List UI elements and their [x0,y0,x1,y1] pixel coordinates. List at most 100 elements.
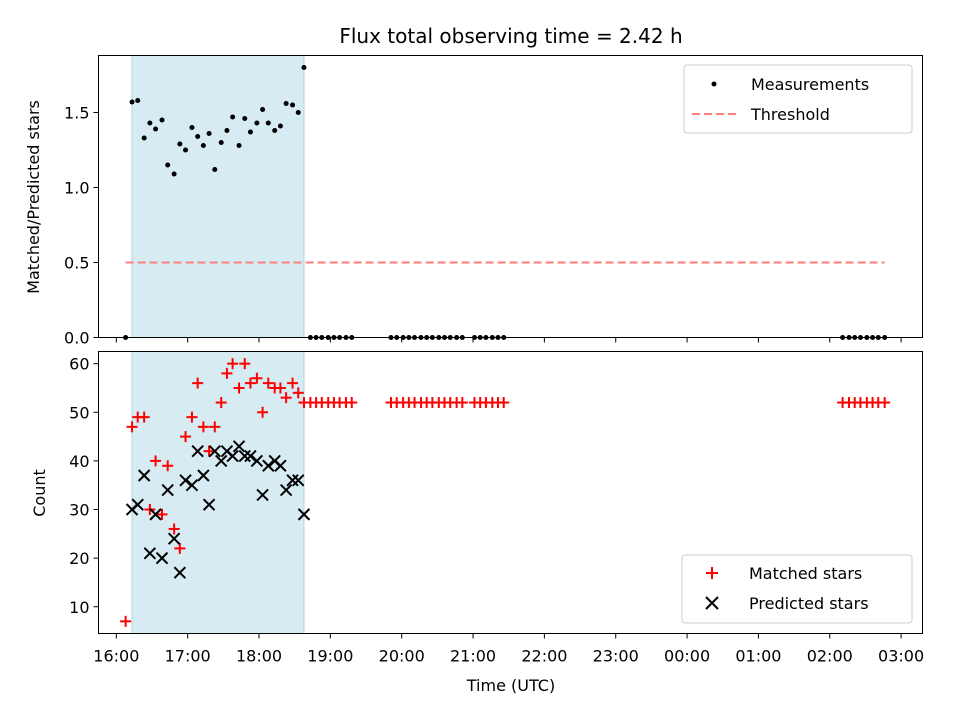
measurement-point [177,141,183,147]
marker-stroke [215,454,228,468]
predicted-stars-series [125,440,311,579]
marker-stroke [167,532,181,545]
predicted-star-point [202,498,216,511]
measurement-point [230,114,236,120]
measurement-point [218,140,224,145]
marker-stroke [185,478,199,492]
predicted-star-point [167,532,181,545]
matched-star-point [192,377,204,389]
predicted-star-point [137,469,151,482]
marker-stroke [250,454,264,468]
legend-measurements-label: Measurements [751,75,869,94]
marker-stroke [232,440,246,453]
measurement-point [272,128,278,133]
y-tick-label: 1.0 [64,179,89,198]
matched-star-point [233,382,245,394]
marker-stroke [292,474,305,487]
measurement-point [189,125,195,130]
matched-star-point [126,421,138,433]
x-tick-label: 03:00 [878,647,924,666]
marker-stroke [297,508,311,521]
measurement-point [165,162,171,168]
y-tick-label: 40 [69,452,89,471]
measurement-point [200,143,206,148]
measurement-point [183,147,189,153]
top-plot-frame [98,55,923,338]
predicted-star-point [208,444,221,458]
bottom-x-axis: 16:00 17:00 18:00 19:00 20:00 21:00 22:00 23:00… [93,633,924,666]
predicted-star-point [238,449,251,463]
predicted-star-point [274,459,287,472]
matched-star-point [120,615,132,627]
predicted-star-point [232,440,246,453]
marker-stroke [286,474,299,487]
predicted-star-point [197,469,210,482]
matched-star-point [180,431,192,443]
top-y-axis: 0.0 0.5 1.0 1.5 [64,104,99,348]
matched-star-point [162,460,174,472]
matched-stars-series [120,358,891,627]
predicted-star-point [256,488,269,502]
marker-stroke [197,469,210,482]
marker-stroke [244,449,257,463]
legend-matched-label: Matched stars [749,564,862,583]
bottom-plot-frame [98,351,923,634]
x-tick-label: 01:00 [735,647,781,666]
marker-stroke [131,498,144,511]
matched-star-point [346,397,358,409]
top-y-axis-label: Matched/Predicted stars [24,100,43,294]
x-tick-label: 02:00 [807,647,853,666]
measurement-point [159,117,165,123]
y-tick-label: 0.0 [64,329,89,348]
predicted-star-point [292,474,305,487]
legend-threshold-label: Threshold [750,105,830,124]
x-tick-label: 18:00 [236,647,282,666]
measurement-point [283,101,289,106]
matched-star-point [879,397,891,409]
matched-star-point [239,358,251,370]
predicted-star-point [173,566,187,579]
matched-star-point [156,508,168,520]
marker-stroke [173,566,187,579]
predicted-star-point [143,547,157,560]
measurement-point [147,120,153,126]
predicted-star-point [297,508,311,521]
bottom-y-axis: 10 20 30 40 50 60 [69,355,99,617]
predicted-star-point [131,498,144,511]
y-tick-label: 20 [69,549,89,568]
predicted-star-point [149,508,162,521]
matched-star-point [186,411,198,423]
matched-star-point [456,397,468,409]
measurement-point [260,107,266,112]
matched-star-point [257,406,269,418]
measurement-point [212,167,218,172]
predicted-star-point [161,483,174,497]
marker-stroke [155,551,169,565]
x-tick-label: 21:00 [450,647,496,666]
y-tick-label: 1.5 [64,104,89,123]
matched-star-point [168,523,180,535]
measurement-point [265,120,271,126]
x-tick-label: 19:00 [307,647,353,666]
measurement-point [195,134,201,139]
matched-star-point [150,455,162,467]
x-tick-label: 20:00 [379,647,425,666]
marker-stroke [202,498,216,511]
matched-star-point [251,372,263,384]
predicted-star-point [155,551,169,565]
measurement-point [171,171,177,177]
y-tick-label: 50 [69,403,89,422]
legend-predicted-marker [705,596,719,610]
measurement-point [206,131,212,136]
predicted-star-point [215,454,228,468]
top-panel: Flux total observing time = 2.42 h 0.00.… [24,24,923,348]
predicted-star-point [250,454,264,468]
marker-stroke [191,444,204,458]
y-tick-label: 30 [69,501,89,520]
x-tick-label: 22:00 [521,647,567,666]
marker-stroke [161,483,174,497]
measurement-point [129,99,135,105]
matched-star-point [274,382,286,394]
bottom-panel: 10 20 30 40 50 60 16:00 17:00 18:00 19:00 20:00 21… [30,351,924,695]
